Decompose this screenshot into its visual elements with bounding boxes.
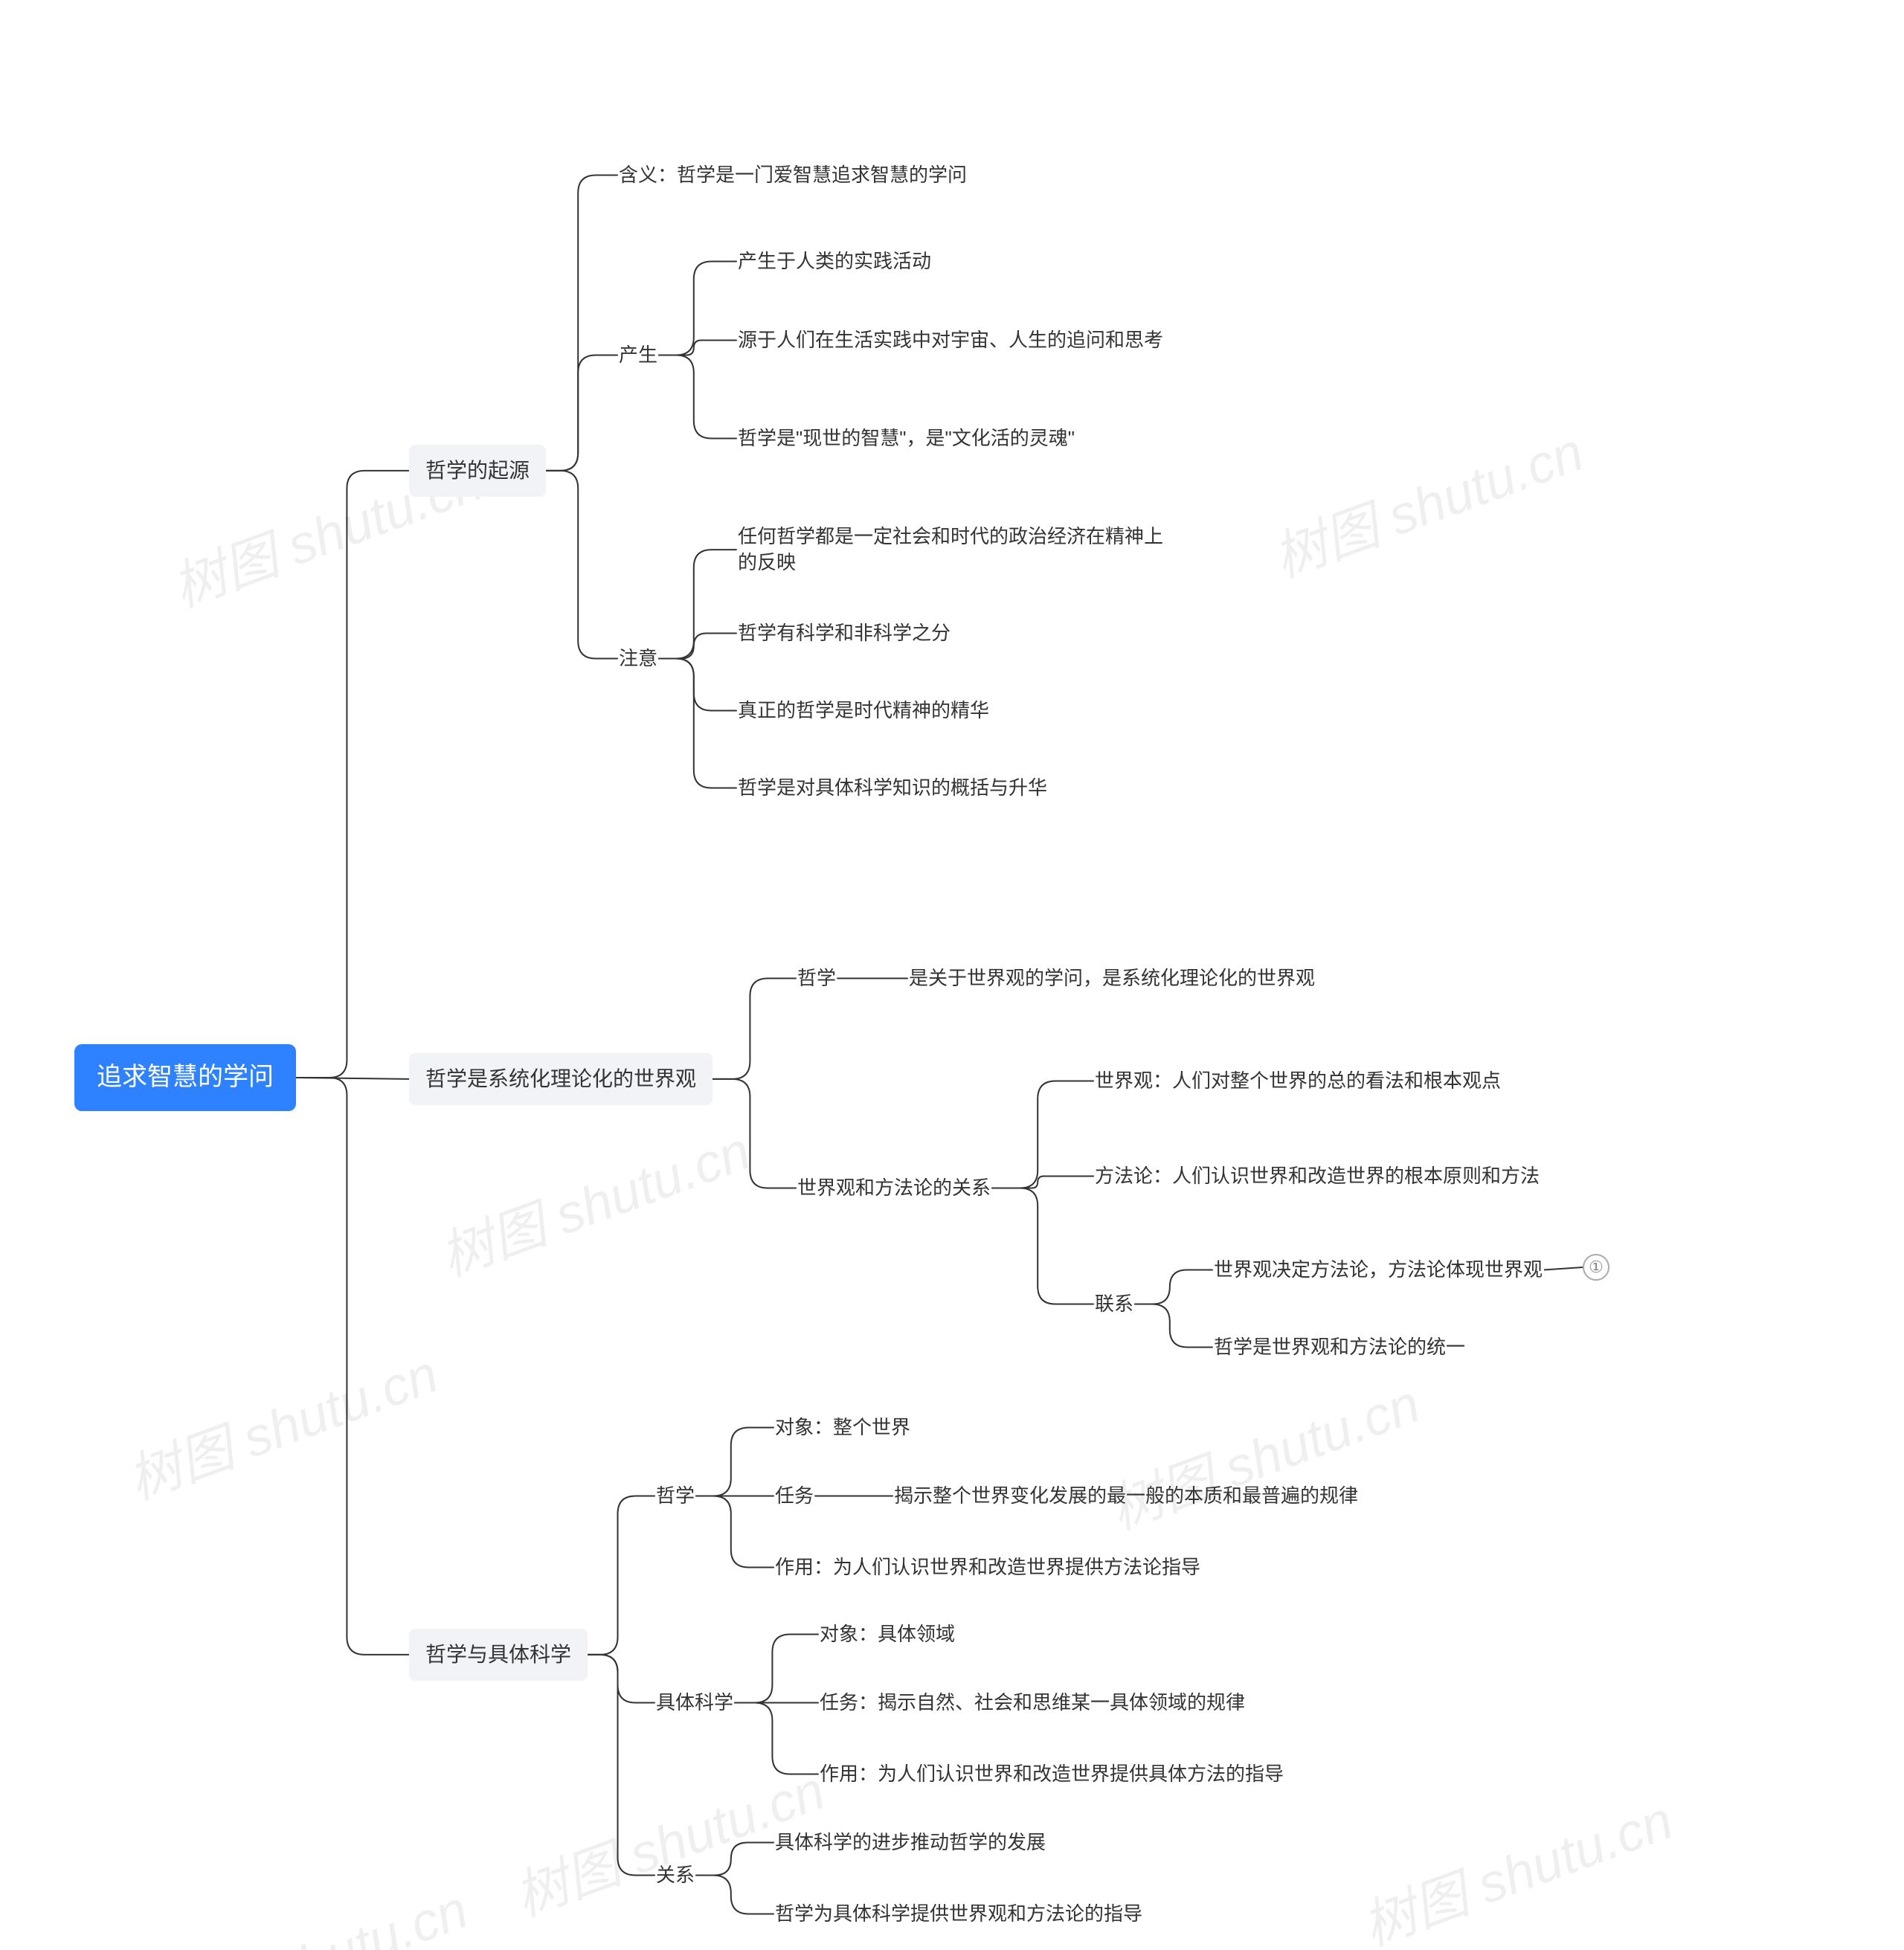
edge-b1c3-b1c3b <box>659 634 736 659</box>
node-b2c2c2[interactable]: 哲学是世界观和方法论的统一 <box>1212 1331 1467 1363</box>
mindmap-canvas: 树图 shutu.cn 树图 shutu.cn 树图 shutu.cn 树图 shut… <box>0 0 1904 1950</box>
node-b1c2b[interactable]: 源于人们在生活实践中对宇宙、人生的追问和思考 <box>736 324 1165 356</box>
edge-root-b2 <box>296 1078 409 1079</box>
node-b1c1[interactable]: 含义：哲学是一门爱智慧追求智慧的学问 <box>617 159 968 191</box>
node-b2c2c[interactable]: 联系 <box>1093 1288 1135 1320</box>
node-b1c2c[interactable]: 哲学是"现世的智慧"，是"文化活的灵魂" <box>736 422 1076 454</box>
edge-b2-b2c1 <box>713 979 796 1079</box>
watermark: 树图 shutu.cn <box>428 1107 759 1292</box>
node-b1[interactable]: 哲学的起源 <box>409 445 546 497</box>
edge-b1c3-b1c3d <box>659 659 736 788</box>
node-b2[interactable]: 哲学是系统化理论化的世界观 <box>409 1053 713 1105</box>
node-b3c1b[interactable]: 任务 <box>774 1480 815 1512</box>
node-b3c3a[interactable]: 具体科学的进步推动哲学的发展 <box>774 1827 1047 1859</box>
edge-b3c1-b3c1a <box>696 1428 774 1496</box>
reference-badge[interactable]: ① <box>1583 1254 1609 1281</box>
node-root[interactable]: 追求智慧的学问 <box>74 1044 296 1111</box>
node-b3c2a[interactable]: 对象：具体领域 <box>818 1618 956 1650</box>
edge-root-b3 <box>296 1078 409 1655</box>
node-b3c2[interactable]: 具体科学 <box>654 1687 735 1719</box>
edge-b1-b1c3 <box>546 471 617 659</box>
edge-b2c2c-b2c2c2 <box>1135 1304 1212 1348</box>
node-b3c2b[interactable]: 任务：揭示自然、社会和思维某一具体领域的规律 <box>818 1687 1247 1719</box>
node-b1c3a[interactable]: 任何哲学都是一定社会和时代的政治经济在精神上的反映 <box>736 521 1168 579</box>
edge-b1-b1c1 <box>546 176 617 471</box>
node-b2c2a[interactable]: 世界观：人们对整个世界的总的看法和根本观点 <box>1093 1065 1502 1097</box>
edge-b3c2-b3c2c <box>735 1703 818 1774</box>
edge-b3-b3c3 <box>588 1655 654 1876</box>
edge-b3c1-b3c1c <box>696 1496 774 1568</box>
edge-b1c3-b1c3c <box>659 659 736 711</box>
edge-b1-b1c2 <box>546 355 617 471</box>
edge-b2c2c-b2c2c1 <box>1135 1270 1212 1304</box>
edge-root-b1 <box>296 471 409 1078</box>
node-b2c2[interactable]: 世界观和方法论的关系 <box>796 1172 992 1204</box>
watermark: 树图 shutu.cn <box>145 1866 477 1950</box>
node-b1c3b[interactable]: 哲学有科学和非科学之分 <box>736 617 952 649</box>
edge-b3c2-b3c2a <box>735 1635 818 1703</box>
node-b3c3[interactable]: 关系 <box>654 1859 696 1891</box>
node-b3c1b1[interactable]: 揭示整个世界变化发展的最一般的本质和最普遍的规律 <box>892 1480 1360 1512</box>
node-b3c1a[interactable]: 对象：整个世界 <box>774 1412 912 1444</box>
edge-b1c2-b1c2b <box>659 341 736 355</box>
watermark: 树图 shutu.cn <box>1350 1777 1682 1950</box>
edge-b1c2-b1c2c <box>659 355 736 439</box>
node-b3[interactable]: 哲学与具体科学 <box>409 1629 588 1681</box>
edge-b2c2-b2c2a <box>992 1081 1093 1188</box>
edge-b1c3-b1c3a <box>659 550 736 658</box>
edge-b2c2-b2c2b <box>992 1177 1093 1188</box>
edge-b2c2-b2c2c <box>992 1188 1093 1304</box>
node-b1c3d[interactable]: 哲学是对具体科学知识的概括与升华 <box>736 772 1049 804</box>
watermark: 树图 shutu.cn <box>115 1330 447 1515</box>
node-b1c3[interactable]: 注意 <box>617 643 659 675</box>
node-b3c1[interactable]: 哲学 <box>654 1480 696 1512</box>
edge-b3-b3c1 <box>588 1496 654 1655</box>
node-b2c1a[interactable]: 是关于世界观的学问，是系统化理论化的世界观 <box>907 962 1316 994</box>
node-b1c2a[interactable]: 产生于人类的实践活动 <box>736 245 933 277</box>
node-b2c2b[interactable]: 方法论：人们认识世界和改造世界的根本原则和方法 <box>1093 1160 1541 1192</box>
node-b3c1c[interactable]: 作用：为人们认识世界和改造世界提供方法论指导 <box>774 1551 1202 1583</box>
edge-b3c3-b3c3b <box>696 1876 774 1914</box>
edge-b2-b2c2 <box>713 1079 796 1188</box>
edge-b1c2-b1c2a <box>659 262 736 355</box>
node-b3c3b[interactable]: 哲学为具体科学提供世界观和方法论的指导 <box>774 1898 1144 1930</box>
edge-b3c3-b3c3a <box>696 1843 774 1876</box>
edge-b3-b3c2 <box>588 1655 654 1703</box>
watermark: 树图 shutu.cn <box>1261 408 1592 593</box>
node-b2c1[interactable]: 哲学 <box>796 962 837 994</box>
node-b2c2c1[interactable]: 世界观决定方法论，方法论体现世界观 <box>1212 1254 1544 1286</box>
watermark: 树图 shutu.cn <box>1097 1360 1429 1545</box>
edge-badge <box>1544 1267 1583 1270</box>
node-b3c2c[interactable]: 作用：为人们认识世界和改造世界提供具体方法的指导 <box>818 1758 1285 1790</box>
node-b1c2[interactable]: 产生 <box>617 339 659 371</box>
node-b1c3c[interactable]: 真正的哲学是时代精神的精华 <box>736 695 991 727</box>
